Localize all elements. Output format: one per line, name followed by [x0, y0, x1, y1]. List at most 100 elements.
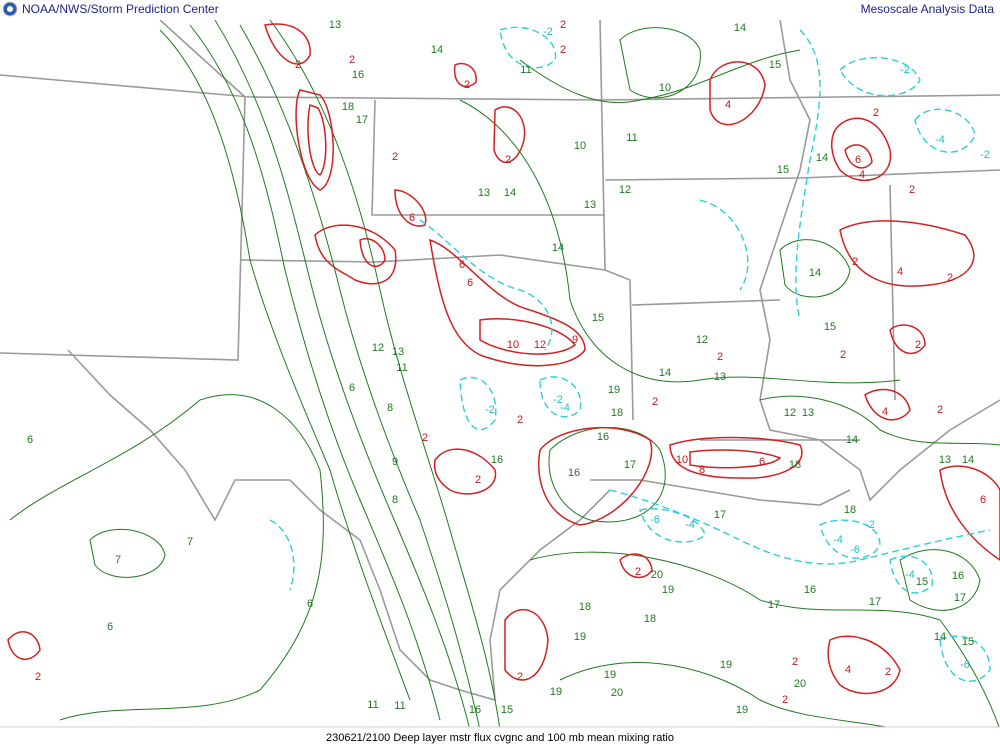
- mixing-ratio-label: 16: [952, 570, 964, 582]
- convergence-label: 2: [909, 184, 915, 196]
- mixing-ratio-label: 11: [396, 362, 407, 374]
- mixing-ratio-label: 14: [504, 187, 516, 199]
- mixing-ratio-label: 11: [367, 699, 378, 711]
- mixing-ratio-label: 7: [187, 536, 193, 548]
- mixing-ratio-label: 16: [469, 704, 481, 716]
- convergence-label: 2: [635, 566, 641, 578]
- divergence-label: -6: [850, 544, 860, 556]
- mixing-ratio-label: 9: [392, 456, 398, 468]
- convergence-label: 2: [35, 671, 41, 683]
- mixing-ratio-label: 20: [794, 678, 806, 690]
- divergence-label: -2: [553, 394, 563, 406]
- convergence-label: 4: [859, 169, 865, 181]
- state-borders: [0, 19, 1000, 702]
- mixing-ratio-label: 18: [342, 101, 354, 113]
- mixing-ratio-label: 14: [816, 152, 828, 164]
- divergence-label: -2: [485, 404, 495, 416]
- convergence-label: 9: [572, 334, 578, 346]
- mixing-ratio-label: 13: [714, 371, 726, 383]
- mixing-ratio-label: 14: [552, 242, 564, 254]
- convergence-label: 2: [717, 351, 723, 363]
- mixing-ratio-label: 17: [624, 459, 636, 471]
- convergence-label: 2: [652, 396, 658, 408]
- divergence-label: -4: [685, 519, 695, 531]
- mixing-ratio-label: 19: [604, 669, 616, 681]
- convergence-label: 2: [349, 54, 355, 66]
- convergence-label: 2: [792, 656, 798, 668]
- mixing-ratio-label: 13: [392, 346, 404, 358]
- convergence-label: 4: [882, 406, 888, 418]
- convergence-label: 2: [392, 151, 398, 163]
- divergence-label: -4: [833, 534, 843, 546]
- mixing-ratio-label: 17: [768, 599, 780, 611]
- mixing-ratio-label: 14: [659, 367, 671, 379]
- mixing-ratio-label: 11: [394, 700, 405, 712]
- mixing-ratio-label: 19: [550, 686, 562, 698]
- mixing-ratio-label: 19: [662, 584, 674, 596]
- mixing-ratio-label: 18: [789, 459, 801, 471]
- convergence-label: 6: [467, 277, 473, 289]
- mixing-ratio-label: 20: [611, 687, 623, 699]
- mixing-ratio-label: 14: [734, 22, 746, 34]
- convergence-label: 2: [517, 671, 523, 683]
- convergence-label: 10: [676, 454, 688, 466]
- mixing-ratio-label: 19: [574, 631, 586, 643]
- mixing-ratio-label: 18: [579, 601, 591, 613]
- convergence-label: 4: [725, 99, 731, 111]
- mixing-ratio-label: 17: [356, 114, 368, 126]
- convergence-label: 2: [915, 339, 921, 351]
- divergence-label: -6: [650, 514, 660, 526]
- mixing-ratio-label: 17: [954, 592, 966, 604]
- mixing-ratio-label: 12: [619, 184, 631, 196]
- header-left: NOAA/NWS/Storm Prediction Center: [22, 2, 219, 16]
- mixing-ratio-label: 13: [802, 407, 814, 419]
- mixing-ratio-label: 17: [714, 509, 726, 521]
- mixing-ratio-label: 11: [626, 132, 637, 144]
- mixing-ratio-label: 14: [431, 44, 443, 56]
- divergence-label: -2: [980, 149, 990, 161]
- mixing-ratio-label: 15: [962, 636, 974, 648]
- convergence-label: 6: [855, 154, 861, 166]
- convergence-label: 6: [459, 259, 465, 271]
- divergence-label: -2: [865, 519, 875, 531]
- convergence-label: 2: [840, 349, 846, 361]
- convergence-contours: [7, 23, 1000, 695]
- convergence-label: 2: [947, 272, 953, 284]
- convergence-label: 6: [409, 212, 415, 224]
- mixing-ratio-label: 13: [584, 199, 596, 211]
- divergence-label: -4: [905, 569, 915, 581]
- divergence-label: -4: [560, 402, 570, 414]
- mixing-ratio-label: 12: [372, 342, 384, 354]
- mixing-ratio-label: 16: [352, 69, 364, 81]
- mixing-ratio-label: 15: [592, 312, 604, 324]
- header-right: Mesoscale Analysis Data: [861, 2, 995, 16]
- mixing-ratio-label: 13: [939, 454, 951, 466]
- convergence-label: 2: [852, 256, 858, 268]
- mixing-ratio-label: 16: [804, 584, 816, 596]
- header-bar: [0, 0, 1000, 20]
- convergence-label: 4: [897, 266, 903, 278]
- mixing-ratio-label: 16: [491, 454, 503, 466]
- convergence-label: 8: [699, 464, 705, 476]
- convergence-label: 2: [873, 107, 879, 119]
- convergence-label: 10: [507, 339, 519, 351]
- mixing-ratio-label: 16: [568, 467, 580, 479]
- mixing-ratio-label: 19: [736, 704, 748, 716]
- mixing-ratio-label: 18: [844, 504, 856, 516]
- mixing-ratio-label: 17: [869, 596, 881, 608]
- mixing-ratio-label: 6: [349, 382, 355, 394]
- convergence-label: 2: [937, 404, 943, 416]
- convergence-label: 2: [885, 666, 891, 678]
- mixing-ratio-label: 14: [962, 454, 974, 466]
- convergence-label: 2: [295, 59, 301, 71]
- footer-caption: 230621/2100 Deep layer mstr flux cvgnc a…: [326, 732, 674, 744]
- footer-bar: [0, 727, 1000, 750]
- convergence-label: 4: [845, 664, 851, 676]
- mixing-ratio-label: 15: [824, 321, 836, 333]
- divergence-contours: [269, 26, 991, 682]
- convergence-label: 2: [464, 79, 470, 91]
- mixing-ratio-label: 13: [329, 19, 341, 31]
- mixing-ratio-label: 18: [611, 407, 623, 419]
